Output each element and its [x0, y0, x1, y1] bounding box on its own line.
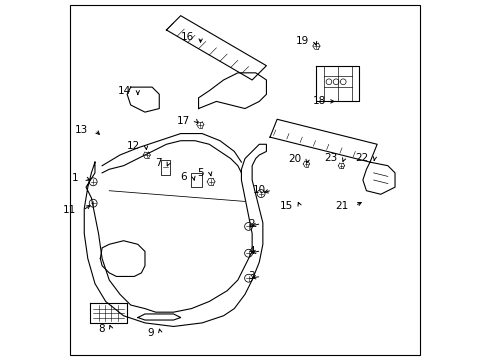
Text: 4: 4 — [248, 246, 255, 256]
Text: 6: 6 — [180, 172, 187, 182]
Text: 9: 9 — [147, 328, 154, 338]
Text: 3: 3 — [248, 271, 255, 282]
Text: 11: 11 — [63, 205, 76, 215]
Text: 23: 23 — [325, 153, 338, 163]
Text: 22: 22 — [355, 153, 368, 163]
Text: 2: 2 — [248, 219, 255, 229]
Text: 17: 17 — [176, 116, 190, 126]
Text: 15: 15 — [280, 201, 293, 211]
Text: 10: 10 — [252, 185, 266, 195]
Text: 13: 13 — [75, 125, 89, 135]
Text: 5: 5 — [197, 168, 204, 178]
Text: 20: 20 — [288, 154, 301, 163]
Text: 12: 12 — [126, 141, 140, 151]
Text: 19: 19 — [295, 36, 309, 46]
Text: 1: 1 — [72, 173, 79, 183]
Text: 8: 8 — [98, 324, 105, 334]
Text: 21: 21 — [335, 201, 348, 211]
Polygon shape — [270, 119, 377, 162]
Bar — [192, 173, 202, 187]
Text: 18: 18 — [313, 96, 326, 107]
Bar — [161, 160, 170, 175]
Text: 16: 16 — [181, 32, 194, 42]
Text: 14: 14 — [118, 86, 131, 96]
Polygon shape — [167, 16, 267, 80]
Text: 7: 7 — [155, 158, 162, 168]
